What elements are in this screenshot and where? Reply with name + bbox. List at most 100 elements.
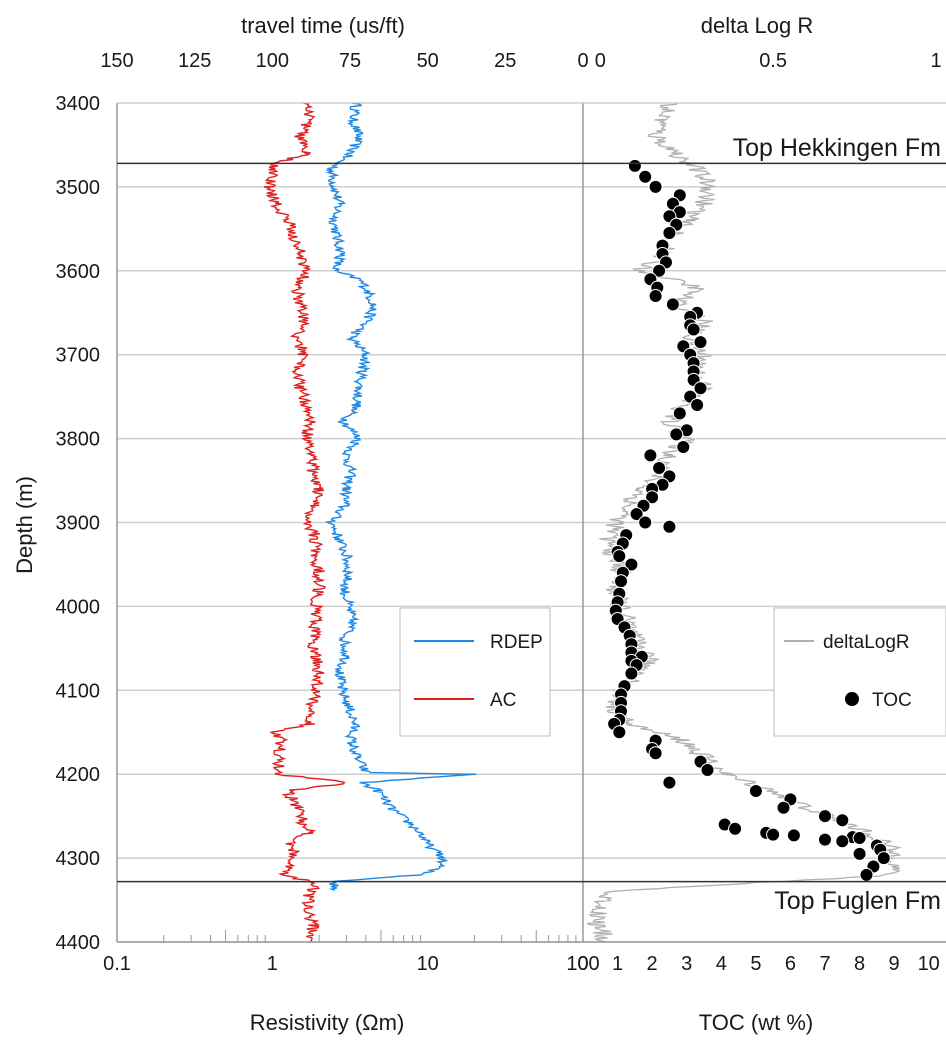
- toc-point: [624, 666, 639, 681]
- rdep-series-line: [324, 102, 477, 892]
- travel-time-tick-label: 150: [100, 50, 133, 72]
- right-panel-series: [586, 102, 902, 943]
- legend-rdep-label: RDEP: [490, 632, 543, 653]
- toc-point: [652, 461, 667, 475]
- toc-point: [818, 832, 832, 847]
- toc-point: [686, 322, 701, 337]
- toc-point: [859, 867, 874, 882]
- toc-point: [693, 381, 708, 396]
- toc-tick-label: 3: [681, 953, 692, 975]
- resistivity-tick-label: 10: [417, 953, 439, 975]
- toc-point: [728, 821, 743, 836]
- toc-point: [638, 515, 653, 530]
- travel-time-tick-label: 0: [577, 50, 588, 72]
- toc-point: [700, 763, 715, 777]
- toc-tick-label: 6: [785, 953, 796, 975]
- toc-tick-label: 5: [750, 953, 761, 975]
- legend-deltalogr-label: deltaLogR: [823, 632, 910, 653]
- toc-point: [629, 507, 644, 522]
- tick-labels: 3400350036003700380039004000410042004300…: [56, 50, 942, 975]
- toc-point: [852, 846, 867, 861]
- formation-tops: [117, 162, 946, 883]
- toc-point: [786, 828, 801, 843]
- formation-top-label-fuglen: Top Fuglen Fm: [774, 887, 941, 915]
- travel-time-tick-label: 25: [494, 50, 516, 72]
- depth-tick-label: 4200: [56, 764, 101, 786]
- left-top-axis-title: travel time (us/ft): [241, 13, 405, 38]
- toc-tick-label: 0: [577, 953, 588, 975]
- depth-axis-title: Depth (m): [12, 476, 37, 574]
- toc-point: [648, 179, 663, 194]
- depth-tick-label: 3600: [56, 261, 101, 283]
- travel-time-tick-label: 125: [178, 50, 211, 72]
- panel-frames: [116, 102, 946, 943]
- left-bottom-axis-title: Resistivity (Ωm): [250, 1010, 405, 1035]
- toc-point: [662, 226, 677, 240]
- toc-point: [648, 746, 663, 761]
- toc-tick-label: 8: [854, 953, 865, 975]
- toc-point: [612, 725, 627, 740]
- toc-point: [672, 406, 687, 421]
- right-bottom-axis-title: TOC (wt %): [699, 1010, 813, 1035]
- toc-tick-label: 7: [819, 953, 830, 975]
- resistivity-tick-label: 100: [566, 953, 599, 975]
- depth-tick-label: 4100: [56, 680, 101, 702]
- right-legend: deltaLogR TOC: [773, 607, 946, 737]
- depth-tick-label: 4000: [56, 596, 101, 618]
- toc-point: [627, 158, 642, 173]
- toc-point: [776, 800, 791, 815]
- toc-tick-label: 2: [647, 953, 658, 975]
- delta-log-r-tick-label: 0.5: [759, 50, 787, 72]
- legend-toc-label: TOC: [872, 690, 912, 711]
- right-top-axis-title: delta Log R: [701, 13, 814, 38]
- toc-point: [818, 809, 832, 824]
- toc-point: [693, 335, 708, 350]
- toc-point: [638, 169, 653, 184]
- toc-point: [835, 813, 850, 828]
- depth-tick-label: 4300: [56, 848, 101, 870]
- toc-point: [624, 557, 639, 572]
- toc-tick-label: 4: [716, 953, 727, 975]
- depth-tick-label: 3700: [56, 345, 101, 367]
- toc-point: [876, 851, 891, 866]
- depth-tick-label: 3900: [56, 513, 101, 535]
- depth-tick-label: 3500: [56, 177, 101, 199]
- toc-point: [766, 827, 781, 842]
- toc-point: [669, 427, 684, 442]
- toc-point: [612, 549, 627, 564]
- toc-point: [690, 398, 705, 412]
- toc-tick-label: 9: [889, 953, 900, 975]
- toc-point: [645, 490, 660, 505]
- ac-series-line: [263, 102, 346, 943]
- legend-toc-swatch: [845, 692, 859, 706]
- resistivity-tick-label: 1: [267, 953, 278, 975]
- travel-time-tick-label: 100: [256, 50, 289, 72]
- travel-time-tick-label: 75: [339, 50, 361, 72]
- left-panel-series: [263, 102, 477, 943]
- toc-point: [835, 834, 850, 849]
- toc-point: [614, 574, 628, 589]
- travel-time-tick-label: 50: [417, 50, 439, 72]
- toc-point: [662, 775, 677, 790]
- depth-tick-label: 4400: [56, 932, 101, 954]
- toc-point: [665, 297, 680, 312]
- depth-tick-label: 3800: [56, 429, 101, 451]
- left-legend: RDEP AC: [399, 607, 551, 737]
- legend-ac-label: AC: [490, 690, 516, 711]
- toc-point: [748, 784, 763, 798]
- toc-tick-label: 10: [918, 953, 940, 975]
- delta-log-r-tick-label: 0: [595, 50, 606, 72]
- formation-top-label-hekkingen: Top Hekkingen Fm: [733, 134, 941, 162]
- toc-point: [652, 263, 667, 278]
- resistivity-tick-label: 0.1: [103, 953, 131, 975]
- toc-point: [662, 519, 677, 534]
- toc-point: [676, 440, 691, 454]
- toc-point: [648, 289, 663, 303]
- toc-point: [643, 448, 658, 463]
- toc-tick-label: 1: [612, 953, 623, 975]
- depth-tick-label: 3400: [56, 93, 101, 115]
- toc-point: [852, 831, 867, 845]
- delta-log-r-tick-label: 1: [930, 50, 941, 72]
